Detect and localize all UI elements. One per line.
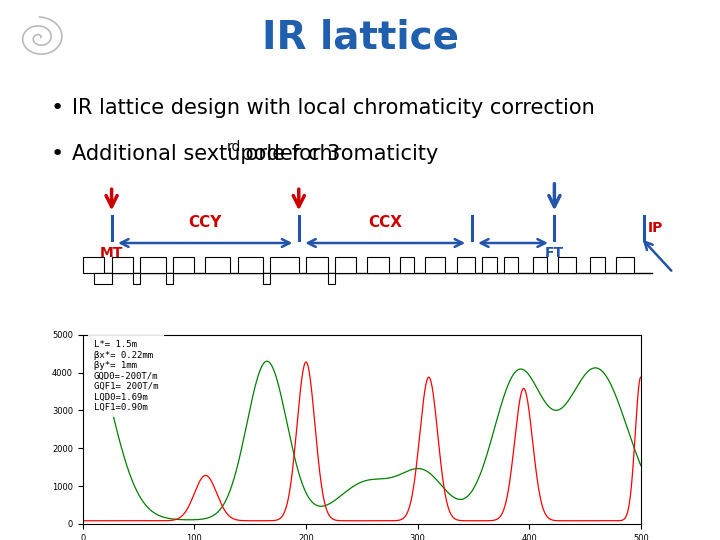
Text: FT: FT (545, 246, 564, 260)
FancyBboxPatch shape (133, 273, 140, 284)
Text: rd: rd (226, 140, 240, 154)
FancyBboxPatch shape (533, 256, 547, 273)
Text: order chromaticity: order chromaticity (239, 144, 438, 164)
Text: L*= 1.5m
βx*= 0.22mm
βy*= 1mm
GQD0=-200T/m
GQF1= 200T/m
LQD0=1.69m
LQF1=0.90m: L*= 1.5m βx*= 0.22mm βy*= 1mm GQD0=-200T… (94, 341, 158, 412)
Text: CCY: CCY (189, 215, 222, 230)
FancyBboxPatch shape (400, 256, 414, 273)
FancyBboxPatch shape (205, 256, 230, 273)
FancyBboxPatch shape (590, 256, 605, 273)
FancyBboxPatch shape (112, 256, 133, 273)
FancyBboxPatch shape (263, 273, 270, 284)
FancyBboxPatch shape (367, 256, 389, 273)
Text: IR lattice: IR lattice (261, 19, 459, 57)
FancyBboxPatch shape (94, 273, 112, 284)
FancyBboxPatch shape (504, 256, 518, 273)
FancyBboxPatch shape (238, 256, 263, 273)
FancyBboxPatch shape (140, 256, 166, 273)
FancyBboxPatch shape (335, 256, 356, 273)
FancyBboxPatch shape (83, 256, 104, 273)
Text: •: • (50, 98, 63, 118)
Text: CCX: CCX (368, 215, 402, 230)
Text: •: • (50, 144, 63, 164)
FancyBboxPatch shape (166, 273, 173, 284)
FancyBboxPatch shape (306, 256, 328, 273)
Text: IR lattice design with local chromaticity correction: IR lattice design with local chromaticit… (72, 98, 595, 118)
Text: IP: IP (648, 221, 663, 235)
FancyBboxPatch shape (328, 273, 335, 284)
FancyBboxPatch shape (173, 256, 194, 273)
FancyBboxPatch shape (616, 256, 634, 273)
Text: Additional sextupole for 3: Additional sextupole for 3 (72, 144, 341, 164)
FancyBboxPatch shape (482, 256, 497, 273)
FancyBboxPatch shape (270, 256, 299, 273)
FancyBboxPatch shape (558, 256, 576, 273)
FancyBboxPatch shape (457, 256, 475, 273)
Text: MT: MT (100, 246, 123, 260)
FancyBboxPatch shape (425, 256, 445, 273)
